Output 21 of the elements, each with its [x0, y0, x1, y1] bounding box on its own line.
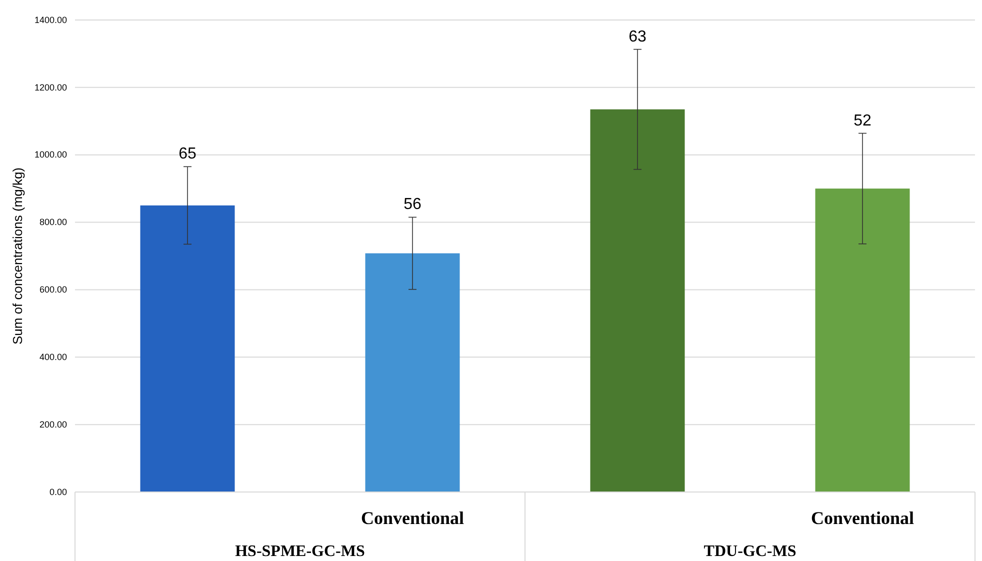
y-tick-label: 400.00: [39, 352, 67, 362]
y-tick-label: 1400.00: [34, 14, 67, 25]
text: TDU-GC-MS: [704, 543, 796, 560]
bar: [590, 109, 685, 492]
annotation: 52: [854, 112, 872, 130]
annotation: 63: [628, 28, 646, 46]
y-tick-label: 1000.00: [34, 150, 67, 160]
text: HS-SPME-GC-MS: [235, 543, 365, 560]
y-axis-title: Sum of concentrations (mg/kg): [10, 167, 25, 345]
bar: [815, 188, 910, 492]
y-tick-label: 1200.00: [34, 82, 67, 92]
annotation: 56: [404, 196, 422, 214]
x-tick-label: Conventional: [810, 508, 914, 528]
y-tick-label: 0.00: [49, 486, 67, 497]
y-tick-label: 200.00: [39, 419, 67, 430]
bar: [140, 205, 235, 492]
y-tick-label: 600.00: [39, 284, 67, 295]
x-tick-label: Conventional: [360, 508, 464, 528]
annotation: 65: [178, 146, 196, 163]
y-tick-label: 800.00: [39, 217, 67, 228]
bar: [365, 253, 460, 492]
